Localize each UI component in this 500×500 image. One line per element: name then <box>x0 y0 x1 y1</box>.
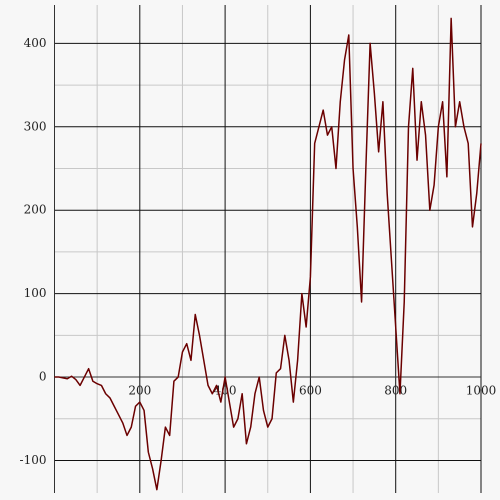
y-tick-label: 300 <box>24 119 47 133</box>
x-tick-label: 200 <box>128 384 151 398</box>
data-line <box>54 17 482 491</box>
y-tick-label: -100 <box>20 453 47 467</box>
x-tick-label: 600 <box>299 384 322 398</box>
y-tick-label: 100 <box>24 286 47 300</box>
y-tick-label: 400 <box>24 36 47 50</box>
y-tick-label: 0 <box>39 370 47 384</box>
x-tick-label: 1000 <box>466 384 497 398</box>
x-tick-label: 800 <box>384 384 407 398</box>
y-tick-label: 200 <box>24 203 47 217</box>
